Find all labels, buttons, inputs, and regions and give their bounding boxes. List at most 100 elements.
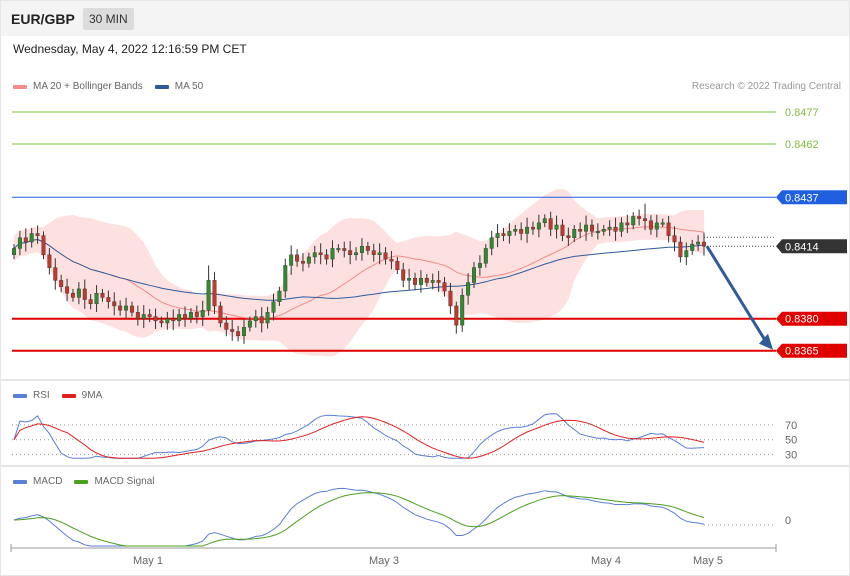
legend-ma20: MA 20 + Bollinger Bands — [13, 81, 143, 92]
candle-body — [47, 254, 52, 268]
candle-body — [200, 310, 205, 317]
x-tick-label: May 4 — [591, 555, 621, 567]
candle-body — [259, 316, 264, 324]
bollinger-band-layer — [14, 188, 704, 357]
candle-body — [12, 248, 16, 256]
candle-body — [65, 286, 70, 294]
candle-body — [212, 280, 217, 307]
macd-panel: 0 — [13, 487, 791, 547]
candle-body — [135, 312, 140, 319]
legend-ma20-swatch — [13, 84, 27, 89]
chart-header: EUR/GBP 30 MIN — [1, 1, 849, 36]
candle-body — [454, 305, 459, 326]
candle-body — [253, 316, 258, 322]
level-badge-0.8437 — [776, 190, 847, 205]
level-label-0.8365: 0.8365 — [785, 346, 819, 358]
candle-body — [383, 252, 388, 260]
main-legend: MA 20 + Bollinger Bands MA 50 — [13, 81, 215, 92]
rsi-9ma-line — [13, 416, 705, 459]
candle-body — [631, 216, 636, 226]
candle-body — [554, 224, 559, 230]
legend-9ma-label: 9MA — [81, 390, 103, 401]
candle-body — [283, 265, 288, 292]
candle-body — [265, 312, 270, 324]
macd-legend: MACD MACD Signal — [13, 476, 166, 487]
candle-body — [71, 292, 75, 298]
legend-rsi-label: RSI — [33, 390, 50, 401]
candle-body — [100, 292, 105, 298]
candle-body — [495, 233, 500, 238]
candle-body — [171, 318, 176, 322]
x-tick-label: May 1 — [133, 555, 163, 567]
candle-body — [660, 222, 665, 225]
rsi-tick-30: 30 — [785, 450, 797, 462]
candle-body — [430, 280, 435, 283]
timestamp: Wednesday, May 4, 2022 12:16:59 PM CET — [13, 42, 247, 56]
candle-body — [35, 233, 40, 236]
candle-body — [206, 280, 211, 311]
candle-body — [436, 280, 441, 283]
candle-body — [448, 290, 453, 307]
rsi-legend: RSI 9MA — [13, 390, 114, 401]
candle-body — [354, 252, 359, 256]
candle-body — [542, 218, 547, 224]
candle-body — [59, 280, 64, 287]
candle-body — [548, 218, 553, 230]
candle-body — [53, 267, 58, 281]
copyright: Research © 2022 Trading Central — [691, 81, 841, 92]
candle-body — [466, 282, 471, 296]
macd-signal-line — [13, 492, 705, 547]
candle-body — [342, 248, 347, 251]
candle-body — [525, 226, 530, 234]
symbol-label: EUR/GBP — [11, 11, 75, 27]
candle-body — [17, 237, 22, 249]
candle-body — [129, 305, 134, 313]
candle-body — [401, 269, 406, 281]
candle-body — [684, 250, 689, 258]
candle-body — [442, 282, 447, 292]
candle-body — [336, 248, 341, 251]
candle-body — [230, 329, 235, 332]
candle-body — [165, 318, 170, 324]
candle-body — [88, 299, 93, 305]
legend-rsi: RSI — [13, 390, 50, 401]
legend-macd-label: MACD — [33, 476, 63, 487]
timeframe-badge[interactable]: 30 MIN — [83, 8, 134, 30]
candle-body — [595, 231, 600, 234]
candle-body — [560, 224, 565, 236]
candle-body — [607, 226, 612, 230]
candle-body — [513, 229, 518, 232]
candle-body — [224, 322, 229, 330]
level-label-0.8462: 0.8462 — [785, 139, 819, 151]
candle-body — [112, 301, 117, 307]
candle-body — [277, 290, 282, 302]
time-axis: May 1 May 3 May 4 May 5 — [10, 544, 777, 567]
candle-body — [359, 246, 364, 253]
candle-body — [247, 320, 252, 328]
candle-body — [271, 301, 276, 313]
candle-body — [23, 237, 28, 243]
candle-body — [519, 229, 524, 234]
candle-body — [654, 222, 659, 230]
candle-body — [371, 250, 376, 256]
candle-body — [218, 305, 223, 324]
level-badge-0.8414 — [776, 239, 847, 254]
candle-body — [124, 305, 129, 311]
level-label-0.8380: 0.8380 — [785, 314, 819, 326]
candle-body — [489, 237, 494, 249]
candle-body — [76, 288, 81, 298]
candle-body — [424, 278, 429, 283]
macd-tick-0: 0 — [785, 515, 791, 527]
candle-body — [566, 235, 571, 238]
legend-ma50-swatch — [154, 84, 169, 89]
x-tick-label: May 5 — [693, 555, 723, 567]
ma20-line — [13, 226, 705, 319]
moving-averages — [13, 226, 705, 319]
legend-macd-signal-label: MACD Signal — [94, 476, 155, 487]
candle-body — [501, 233, 506, 236]
candle-body — [365, 246, 370, 251]
candle-body — [295, 254, 300, 262]
candle-body — [666, 222, 671, 236]
candle-body — [348, 250, 353, 256]
level-badge-0.8365 — [776, 343, 847, 358]
